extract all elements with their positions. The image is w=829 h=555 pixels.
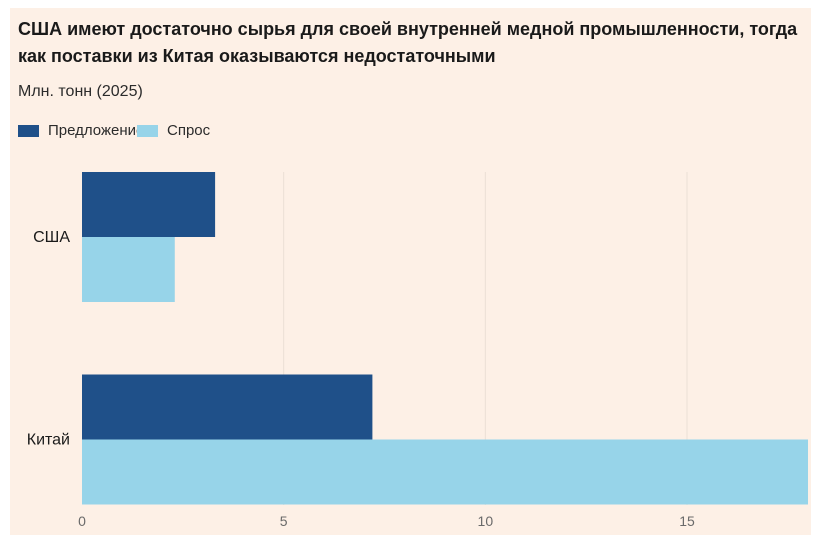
legend-swatch-supply	[18, 125, 39, 137]
legend-item-demand: Спрос	[137, 120, 210, 141]
legend-swatch-demand	[137, 125, 158, 137]
x-tick-label-5: 5	[280, 513, 288, 529]
legend-label-demand: Спрос	[167, 122, 211, 139]
bar-demand-1	[82, 439, 808, 505]
bar-supply-0	[82, 172, 216, 237]
x-tick-label-10: 10	[478, 513, 494, 529]
x-tick-label-15: 15	[679, 513, 695, 529]
bar-demand-0	[82, 237, 175, 302]
chart-subtitle: Млн. тонн (2025)	[18, 83, 143, 100]
x-tick-label-0: 0	[78, 513, 86, 529]
category-label-0: США	[33, 229, 70, 246]
bar-supply-1	[82, 374, 373, 440]
chart-title: США имеют достаточно сырья для своей вну…	[18, 19, 798, 66]
category-label-1: Китай	[27, 432, 70, 449]
